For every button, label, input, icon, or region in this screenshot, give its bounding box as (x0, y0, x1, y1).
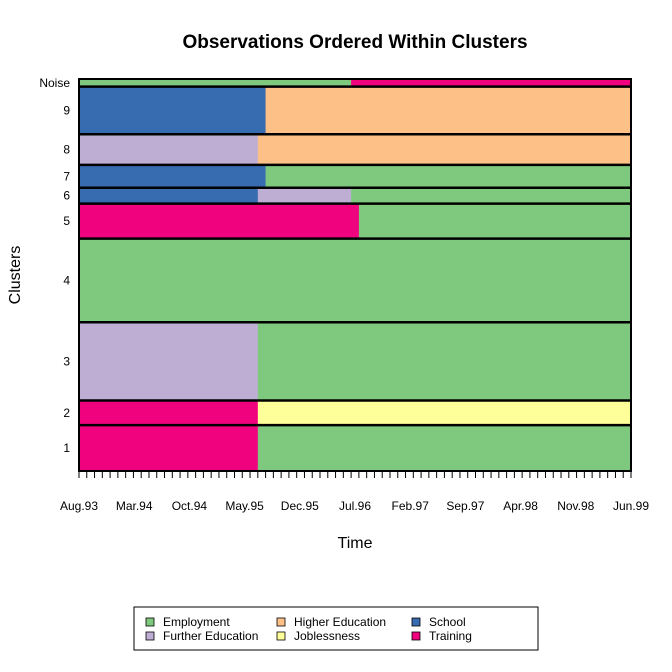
cluster-5-segment-1 (79, 203, 360, 239)
legend-label-joblessness: Joblessness (294, 629, 360, 643)
legend-box (133, 606, 539, 651)
x-tick-label: Dec.95 (281, 499, 319, 513)
cluster-label-7: 7 (63, 169, 70, 183)
x-axis-ticks (78, 471, 632, 478)
cluster-4-segment-1 (79, 238, 632, 323)
cluster-2-segment-2 (257, 400, 632, 426)
x-tick-label: Feb.97 (392, 499, 430, 513)
legend-swatch-joblessness (276, 631, 286, 641)
legend-label-training: Training (429, 629, 472, 643)
cluster-label-1: 1 (63, 441, 70, 455)
cluster-3-segment-2 (257, 322, 632, 401)
cluster-6-segment-3 (351, 187, 632, 204)
cluster-6-segment-2 (257, 187, 352, 204)
cluster-5-segment-2 (358, 203, 632, 239)
x-tick-label: Aug.93 (60, 499, 98, 513)
legend-label-employment: Employment (163, 615, 230, 629)
cluster-label-4: 4 (63, 273, 70, 287)
cluster-label-6: 6 (63, 189, 70, 203)
legend-swatch-employment (145, 617, 155, 627)
cluster-7-segment-1 (79, 164, 266, 188)
cluster-label-5: 5 (63, 214, 70, 228)
cluster-1-segment-2 (257, 425, 632, 471)
x-tick-label: Oct.94 (172, 499, 208, 513)
y-axis-title: Clusters (7, 246, 24, 305)
legend-swatch-training (411, 631, 421, 641)
cluster-label-9: 9 (63, 103, 70, 117)
x-tick-label: Sep.97 (446, 499, 484, 513)
cluster-noise-segment-1 (79, 79, 352, 87)
cluster-labels: 1 2 3 4 5 6 7 8 9 Noise (39, 76, 70, 455)
cluster-label-2: 2 (63, 406, 70, 420)
legend-label-further-education: Further Education (163, 629, 258, 643)
cluster-noise-segment-2 (351, 79, 632, 87)
chart-title: Observations Ordered Within Clusters (182, 32, 527, 53)
cluster-3-segment-1 (79, 322, 259, 401)
cluster-8-segment-2 (257, 134, 632, 165)
x-tick-label: Mar.94 (116, 499, 153, 513)
x-axis-title: Time (338, 535, 373, 552)
cluster-separators (79, 85, 631, 427)
legend-label-higher-education: Higher Education (294, 615, 386, 629)
cluster-9-segment-2 (265, 86, 632, 135)
cluster-6-segment-1 (79, 187, 259, 204)
x-axis-tick-labels: Aug.93 Mar.94 Oct.94 May.95 Dec.95 Jul.96 Feb.… (60, 499, 649, 513)
cluster-7-segment-2 (265, 164, 632, 188)
x-tick-label: Nov.98 (557, 499, 594, 513)
legend-label-school: School (429, 615, 466, 629)
sequence-cells (79, 79, 632, 471)
plot-frame (78, 78, 632, 472)
x-tick-label: Jul.96 (339, 499, 371, 513)
cluster-8-segment-1 (79, 134, 259, 165)
x-tick-label: Jun.99 (613, 499, 649, 513)
legend-swatch-higher-education (276, 617, 286, 627)
legend: Employment Higher Education School Further … (133, 606, 539, 651)
legend-swatch-further-education (145, 631, 155, 641)
cluster-label-8: 8 (63, 143, 70, 157)
cluster-9-segment-1 (79, 86, 266, 135)
cluster-2-segment-1 (79, 400, 259, 426)
x-tick-label: May.95 (225, 499, 264, 513)
x-tick-label: Apr.98 (503, 499, 538, 513)
cluster-label-3: 3 (63, 354, 70, 368)
cluster-label-noise: Noise (39, 76, 70, 90)
cluster-1-segment-1 (79, 425, 259, 471)
legend-swatch-school (411, 617, 421, 627)
